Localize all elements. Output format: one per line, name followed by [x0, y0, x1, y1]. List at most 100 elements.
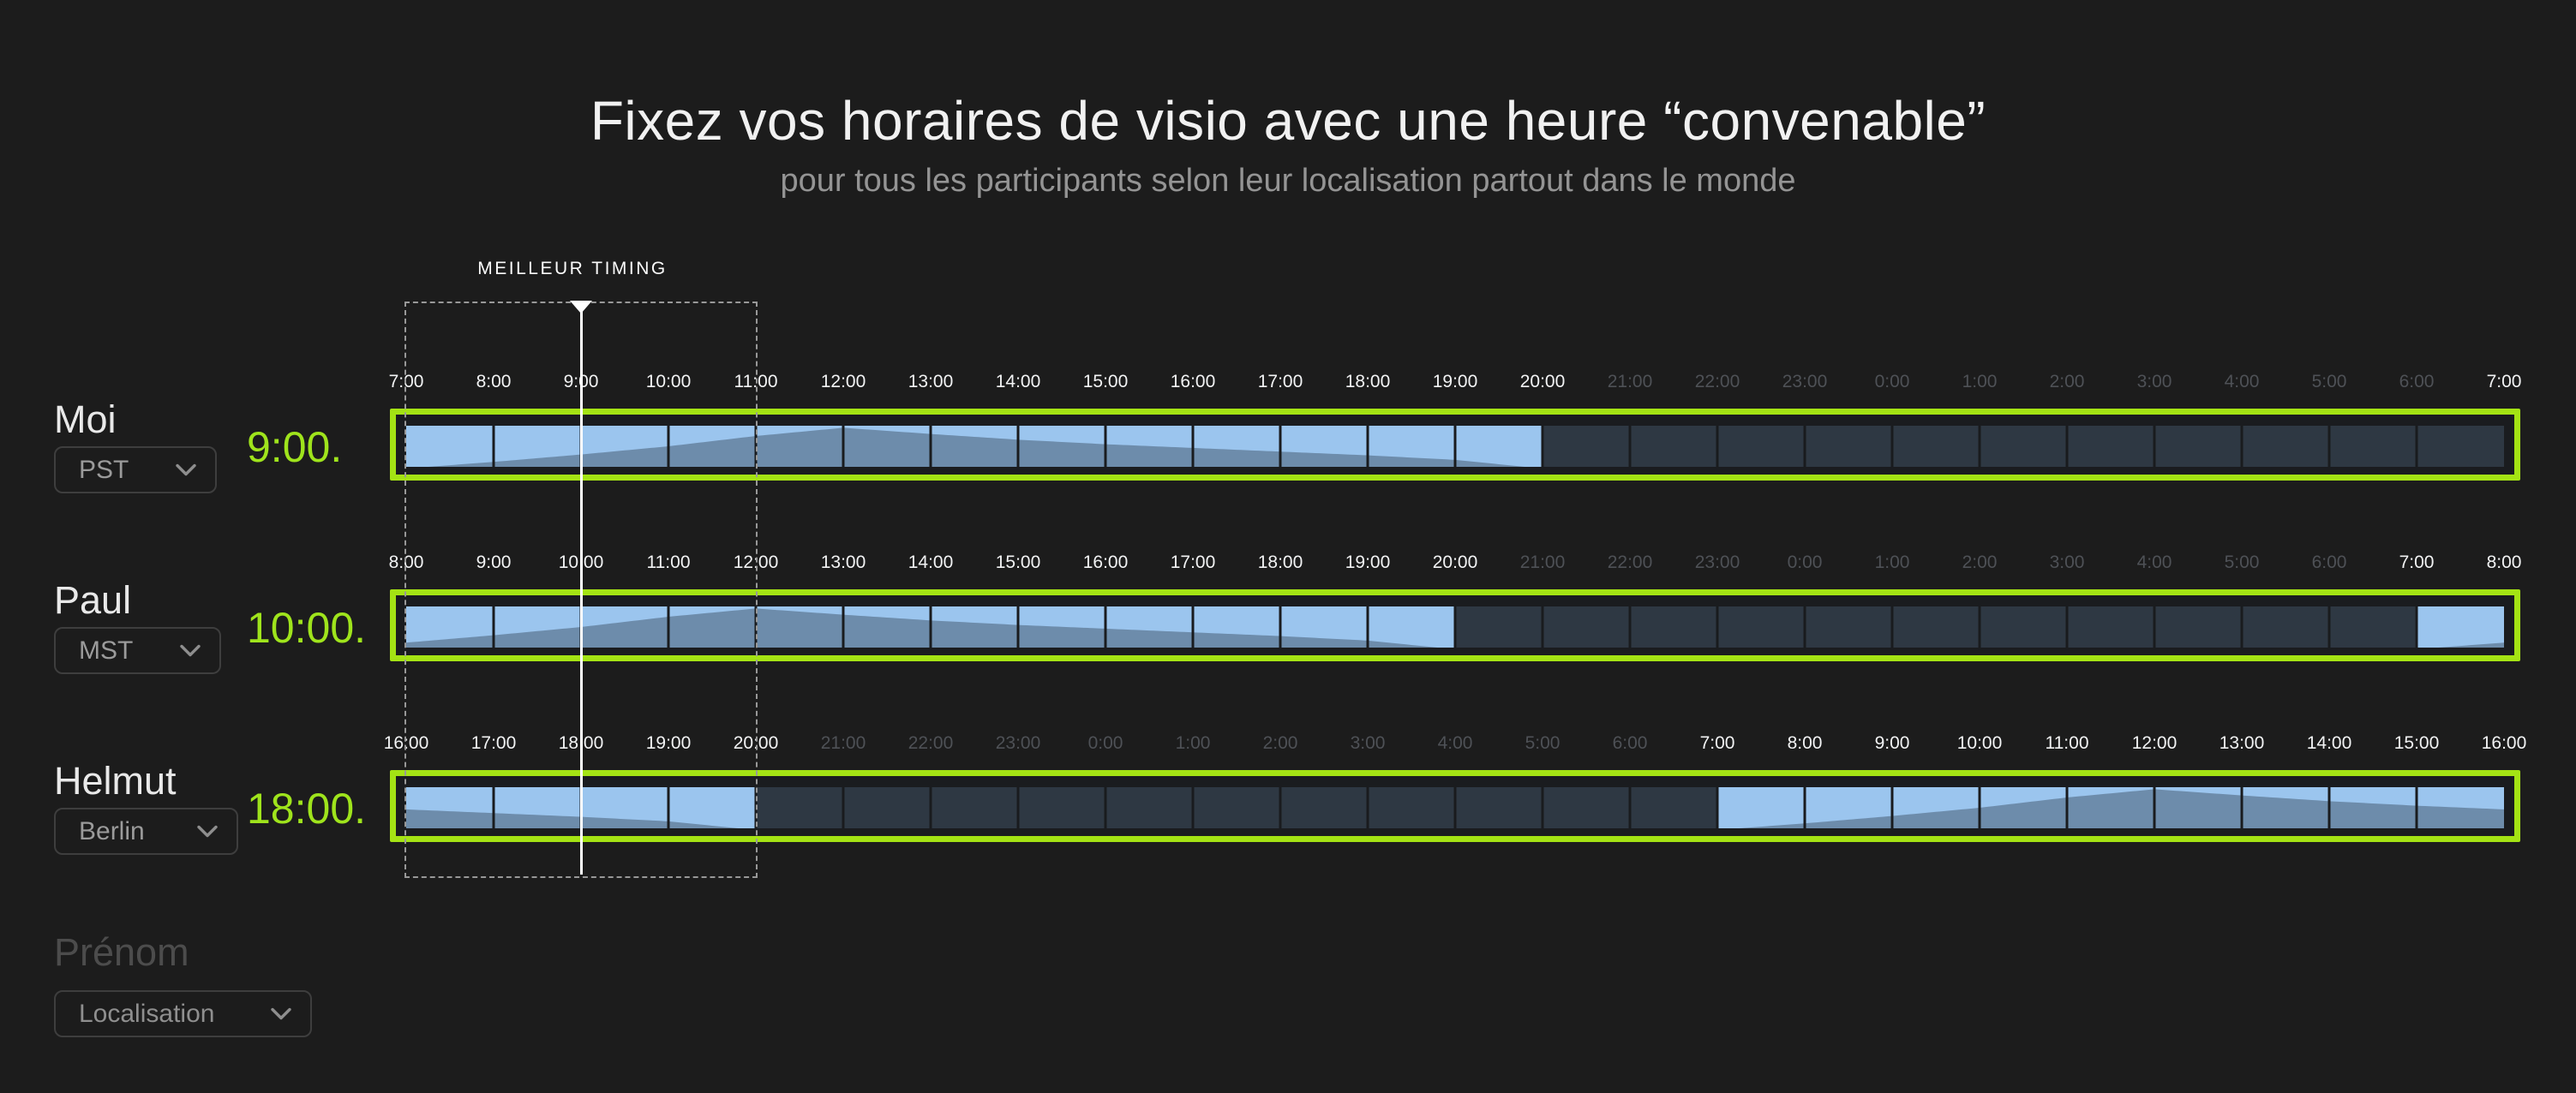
hour-label: 3:00: [2136, 372, 2172, 391]
timeline-bar[interactable]: [390, 770, 2520, 842]
hour-label: 20:00: [1519, 372, 1566, 391]
hour-label: 17:00: [1170, 552, 1216, 572]
chevron-down-icon: [180, 644, 201, 657]
chevron-down-icon: [271, 1007, 291, 1020]
time-marker-line[interactable]: [579, 302, 583, 875]
hour-label: 6:00: [2311, 552, 2347, 572]
hour-label: 13:00: [820, 552, 866, 572]
hour-label: 18:00: [1345, 372, 1391, 391]
hour-label: 22:00: [908, 733, 954, 753]
hour-label: 23:00: [995, 733, 1041, 753]
hour-scale: 16:0017:0018:0019:0020:0021:0022:0023:00…: [0, 733, 2576, 756]
participant-name: Paul: [54, 578, 132, 622]
timezone-value: MST: [79, 636, 134, 665]
hour-label: 2:00: [1262, 733, 1298, 753]
hour-label: 5:00: [2311, 372, 2347, 391]
hour-label: 4:00: [2224, 372, 2260, 391]
location-dropdown[interactable]: Localisation: [54, 990, 312, 1037]
hour-label: 2:00: [2049, 372, 2085, 391]
hour-label: 8:00: [1787, 733, 1823, 753]
hour-label: 8:00: [388, 552, 424, 572]
hour-label: 17:00: [470, 733, 517, 753]
timeline-bar[interactable]: [390, 409, 2520, 481]
hour-label: 15:00: [2393, 733, 2440, 753]
best-time-label: 18:00.: [247, 785, 367, 833]
hour-label: 6:00: [2399, 372, 2435, 391]
participant-name: Moi: [54, 397, 117, 441]
hour-label: 13:00: [2219, 733, 2265, 753]
hour-label: 22:00: [1694, 372, 1740, 391]
page-title: Fixez vos horaires de visio avec une heu…: [590, 90, 1986, 152]
best-time-label: 10:00.: [247, 604, 367, 652]
timeline-bar[interactable]: [390, 589, 2520, 661]
hour-scale: 7:008:009:0010:0011:0012:0013:0014:0015:…: [0, 372, 2576, 394]
hour-label: 7:00: [388, 372, 424, 391]
page-header: Fixez vos horaires de visio avec une heu…: [0, 89, 2576, 200]
hour-label: 23:00: [1694, 552, 1740, 572]
participant-row-paul: Paul 10:00. MST 8:009:0010:0011:0012:001…: [0, 538, 2576, 688]
hour-label: 12:00: [820, 372, 866, 391]
hour-label: 1:00: [1962, 372, 1998, 391]
hour-label: 11:00: [646, 552, 691, 572]
hour-label: 9:00: [1874, 733, 1910, 753]
hour-label: 8:00: [2486, 552, 2522, 572]
hour-label: 11:00: [2045, 733, 2089, 753]
hour-label: 1:00: [1874, 552, 1910, 572]
timeline-cells: [406, 606, 2504, 648]
hour-label: 8:00: [476, 372, 512, 391]
hour-label: 14:00: [908, 552, 954, 572]
hour-label: 7:00: [2486, 372, 2522, 391]
hour-label: 0:00: [1874, 372, 1910, 391]
hour-label: 21:00: [820, 733, 866, 753]
hour-label: 5:00: [2224, 552, 2260, 572]
new-participant-name-input[interactable]: Prénom: [54, 930, 189, 974]
hour-label: 0:00: [1087, 733, 1123, 753]
timeline-cells: [406, 426, 2504, 467]
time-marker-handle[interactable]: [570, 301, 592, 314]
hour-label: 13:00: [908, 372, 954, 391]
participant-row-helmut: Helmut 18:00. Berlin 16:0017:0018:0019:0…: [0, 719, 2576, 869]
hour-label: 4:00: [1437, 733, 1473, 753]
hour-label: 10:00: [645, 372, 692, 391]
hour-label: 23:00: [1782, 372, 1828, 391]
hour-label: 16:00: [1082, 552, 1129, 572]
hour-label: 7:00: [2399, 552, 2435, 572]
hour-label: 15:00: [1082, 372, 1129, 391]
timezone-value: Berlin: [79, 816, 145, 845]
add-participant-row: Prénom Localisation: [54, 930, 312, 1037]
hour-label: 18:00: [1257, 552, 1303, 572]
hour-label: 3:00: [2049, 552, 2085, 572]
timezone-dropdown[interactable]: MST: [54, 627, 221, 674]
hour-label: 9:00: [476, 552, 512, 572]
hour-label: 15:00: [995, 552, 1041, 572]
participant-name: Helmut: [54, 759, 177, 803]
hour-scale: 8:009:0010:0011:0012:0013:0014:0015:0016…: [0, 552, 2576, 575]
chevron-down-icon: [197, 825, 218, 838]
hour-label: 17:00: [1257, 372, 1303, 391]
hour-label: 14:00: [995, 372, 1041, 391]
timezone-dropdown[interactable]: PST: [54, 446, 217, 493]
timezone-dropdown[interactable]: Berlin: [54, 808, 238, 855]
hour-label: 6:00: [1612, 733, 1648, 753]
hour-label: 3:00: [1350, 733, 1386, 753]
timezone-value: PST: [79, 455, 129, 484]
best-timing-label: MEILLEUR TIMING: [477, 259, 668, 278]
hour-label: 2:00: [1962, 552, 1998, 572]
chevron-down-icon: [176, 463, 196, 476]
hour-label: 16:00: [383, 733, 429, 753]
hour-label: 1:00: [1175, 733, 1211, 753]
hour-label: 21:00: [1607, 372, 1653, 391]
hour-label: 20:00: [1432, 552, 1478, 572]
hour-label: 16:00: [2481, 733, 2527, 753]
hour-label: 19:00: [1345, 552, 1391, 572]
location-placeholder: Localisation: [79, 999, 215, 1028]
hour-label: 7:00: [1699, 733, 1735, 753]
participant-row-moi: Moi 9:00. PST 7:008:009:0010:0011:0012:0…: [0, 357, 2576, 507]
hour-label: 16:00: [1170, 372, 1216, 391]
hour-label: 21:00: [1519, 552, 1566, 572]
best-time-label: 9:00.: [247, 423, 343, 471]
hour-label: 4:00: [2136, 552, 2172, 572]
hour-label: 19:00: [645, 733, 692, 753]
page-subtitle: pour tous les participants selon leur lo…: [780, 163, 1796, 199]
